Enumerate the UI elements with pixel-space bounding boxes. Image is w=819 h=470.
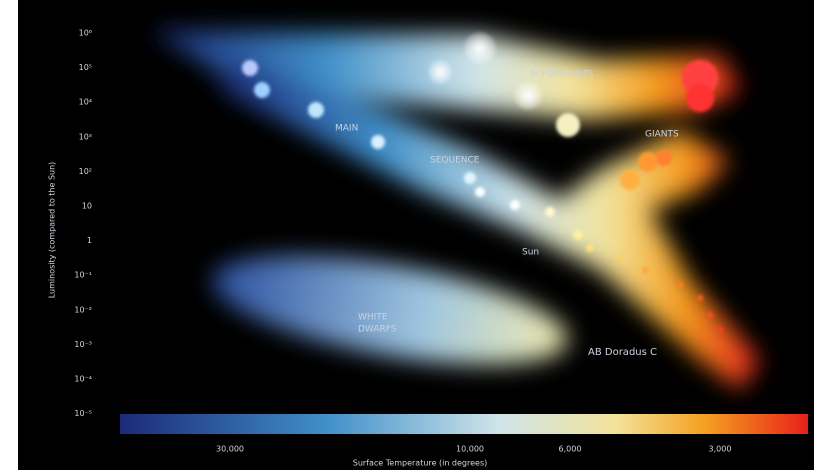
y-tick-label: 10³ <box>79 132 92 141</box>
region-label: SUPERGIANTS <box>530 70 594 80</box>
y-axis-label: Luminosity (compared to the Sun) <box>48 162 57 299</box>
region-label: SEQUENCE <box>430 156 480 166</box>
y-tick-label: 10² <box>79 167 92 176</box>
x-tick-label: 30,000 <box>216 445 244 454</box>
region-label: MAIN <box>335 124 358 134</box>
x-axis: 30,000 10,000 6,000 3,000 <box>216 445 731 454</box>
x-tick-label: 10,000 <box>456 445 484 454</box>
y-tick-label: 10⁻³ <box>74 340 92 349</box>
region-label: WHITE <box>358 313 388 323</box>
x-axis-label: Surface Temperature (in degrees) <box>353 459 488 468</box>
y-tick-label: 10⁻¹ <box>74 271 92 280</box>
y-tick-label: 10⁻⁵ <box>74 409 92 418</box>
y-tick-label: 10 <box>82 202 92 211</box>
y-tick-label: 10⁶ <box>79 29 92 38</box>
temperature-bar <box>120 414 808 434</box>
region-label: AB Doradus C <box>588 347 657 358</box>
region-label: GIANTS <box>645 130 679 140</box>
y-tick-label: 1 <box>87 236 92 245</box>
stars <box>242 32 723 333</box>
y-tick-label: 10⁵ <box>79 63 92 72</box>
region-label: DWARFS <box>358 325 397 335</box>
y-tick-label: 10⁻² <box>74 305 92 314</box>
y-tick-label: 10⁻⁴ <box>74 375 92 384</box>
region-label: Sun <box>522 248 539 258</box>
y-tick-label: 10⁴ <box>79 98 92 107</box>
x-tick-label: 6,000 <box>559 445 582 454</box>
y-axis: 10⁶ 10⁵ 10⁴ 10³ 10² 10 1 10⁻¹ 10⁻² 10⁻³ 10⁻⁴ 10⁻⁵ <box>74 29 92 419</box>
x-tick-label: 3,000 <box>709 445 732 454</box>
